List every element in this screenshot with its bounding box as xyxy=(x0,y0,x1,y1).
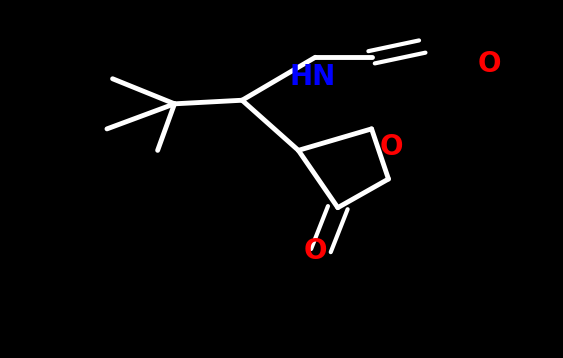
Text: O: O xyxy=(478,50,502,78)
Text: O: O xyxy=(379,133,403,161)
Text: O: O xyxy=(303,237,327,265)
Text: HN: HN xyxy=(289,63,336,91)
